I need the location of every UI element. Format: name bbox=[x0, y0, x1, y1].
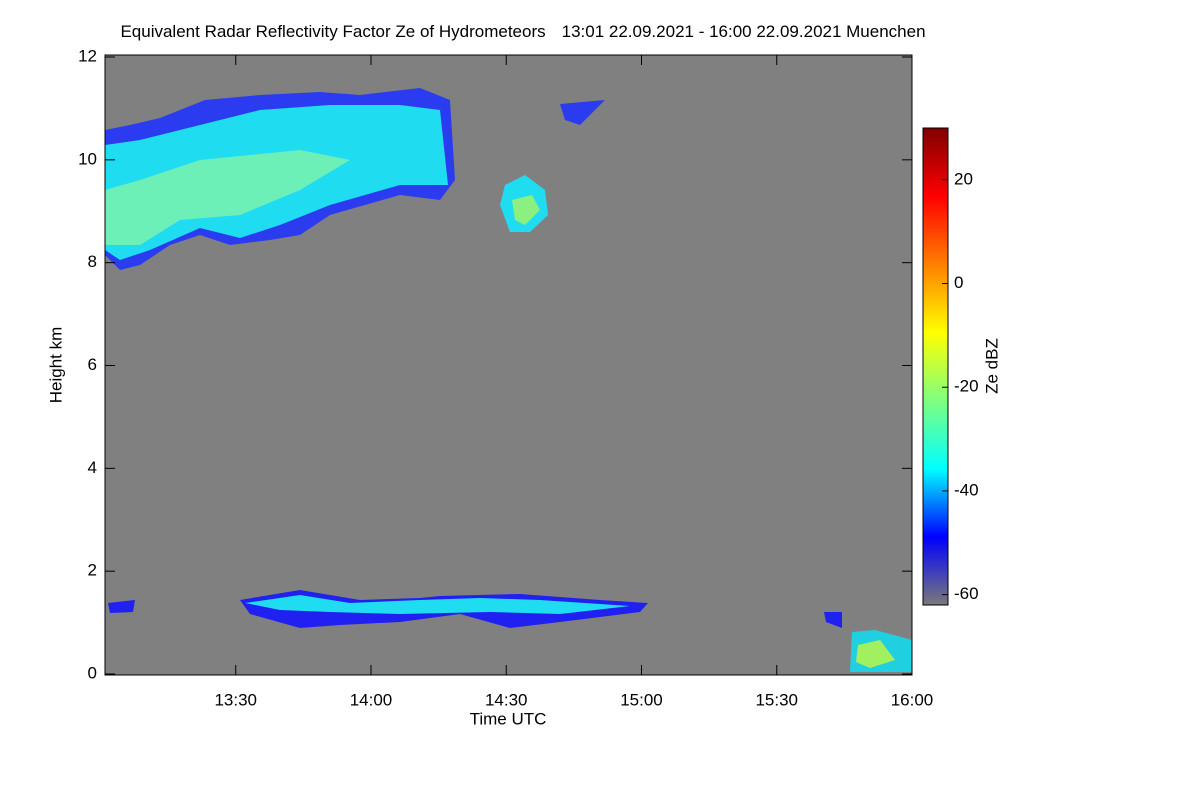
x-tick-label: 15:30 bbox=[755, 690, 798, 709]
y-tick-label: 4 bbox=[88, 458, 97, 477]
y-tick-label: 6 bbox=[88, 355, 97, 374]
low-echo bbox=[245, 595, 630, 614]
x-tick-label: 16:00 bbox=[891, 690, 934, 709]
x-tick-label: 13:30 bbox=[214, 690, 257, 709]
y-tick-label: 2 bbox=[88, 561, 97, 580]
colorbar-tick-label: 0 bbox=[954, 273, 963, 292]
y-tick-label: 8 bbox=[88, 252, 97, 271]
y-tick-label: 10 bbox=[78, 149, 97, 168]
cloud-edge bbox=[560, 100, 605, 125]
y-tick-label: 0 bbox=[88, 663, 97, 682]
low-echo bbox=[824, 612, 842, 628]
x-tick-label: 14:00 bbox=[350, 690, 393, 709]
cloud-core bbox=[512, 195, 540, 225]
chart-title: Equivalent Radar Reflectivity Factor Ze … bbox=[120, 22, 925, 41]
cloud-core bbox=[105, 150, 350, 245]
colorbar-tick-label: -60 bbox=[954, 584, 979, 603]
y-axis-label: Height km bbox=[46, 327, 65, 404]
colorbar-tick-label: -20 bbox=[954, 377, 979, 396]
x-tick-label: 15:00 bbox=[620, 690, 663, 709]
colorbar-tick-label: 20 bbox=[954, 169, 973, 188]
radar-echoes bbox=[105, 88, 912, 672]
y-tick-label: 12 bbox=[78, 46, 97, 65]
low-echo bbox=[108, 600, 135, 613]
colorbar-label: Ze dBZ bbox=[982, 338, 1001, 394]
low-echo bbox=[856, 640, 895, 668]
colorbar bbox=[922, 127, 949, 606]
colorbar-tick-label: -40 bbox=[954, 480, 979, 499]
x-axis-label: Time UTC bbox=[470, 709, 547, 728]
x-tick-label: 14:30 bbox=[485, 690, 528, 709]
